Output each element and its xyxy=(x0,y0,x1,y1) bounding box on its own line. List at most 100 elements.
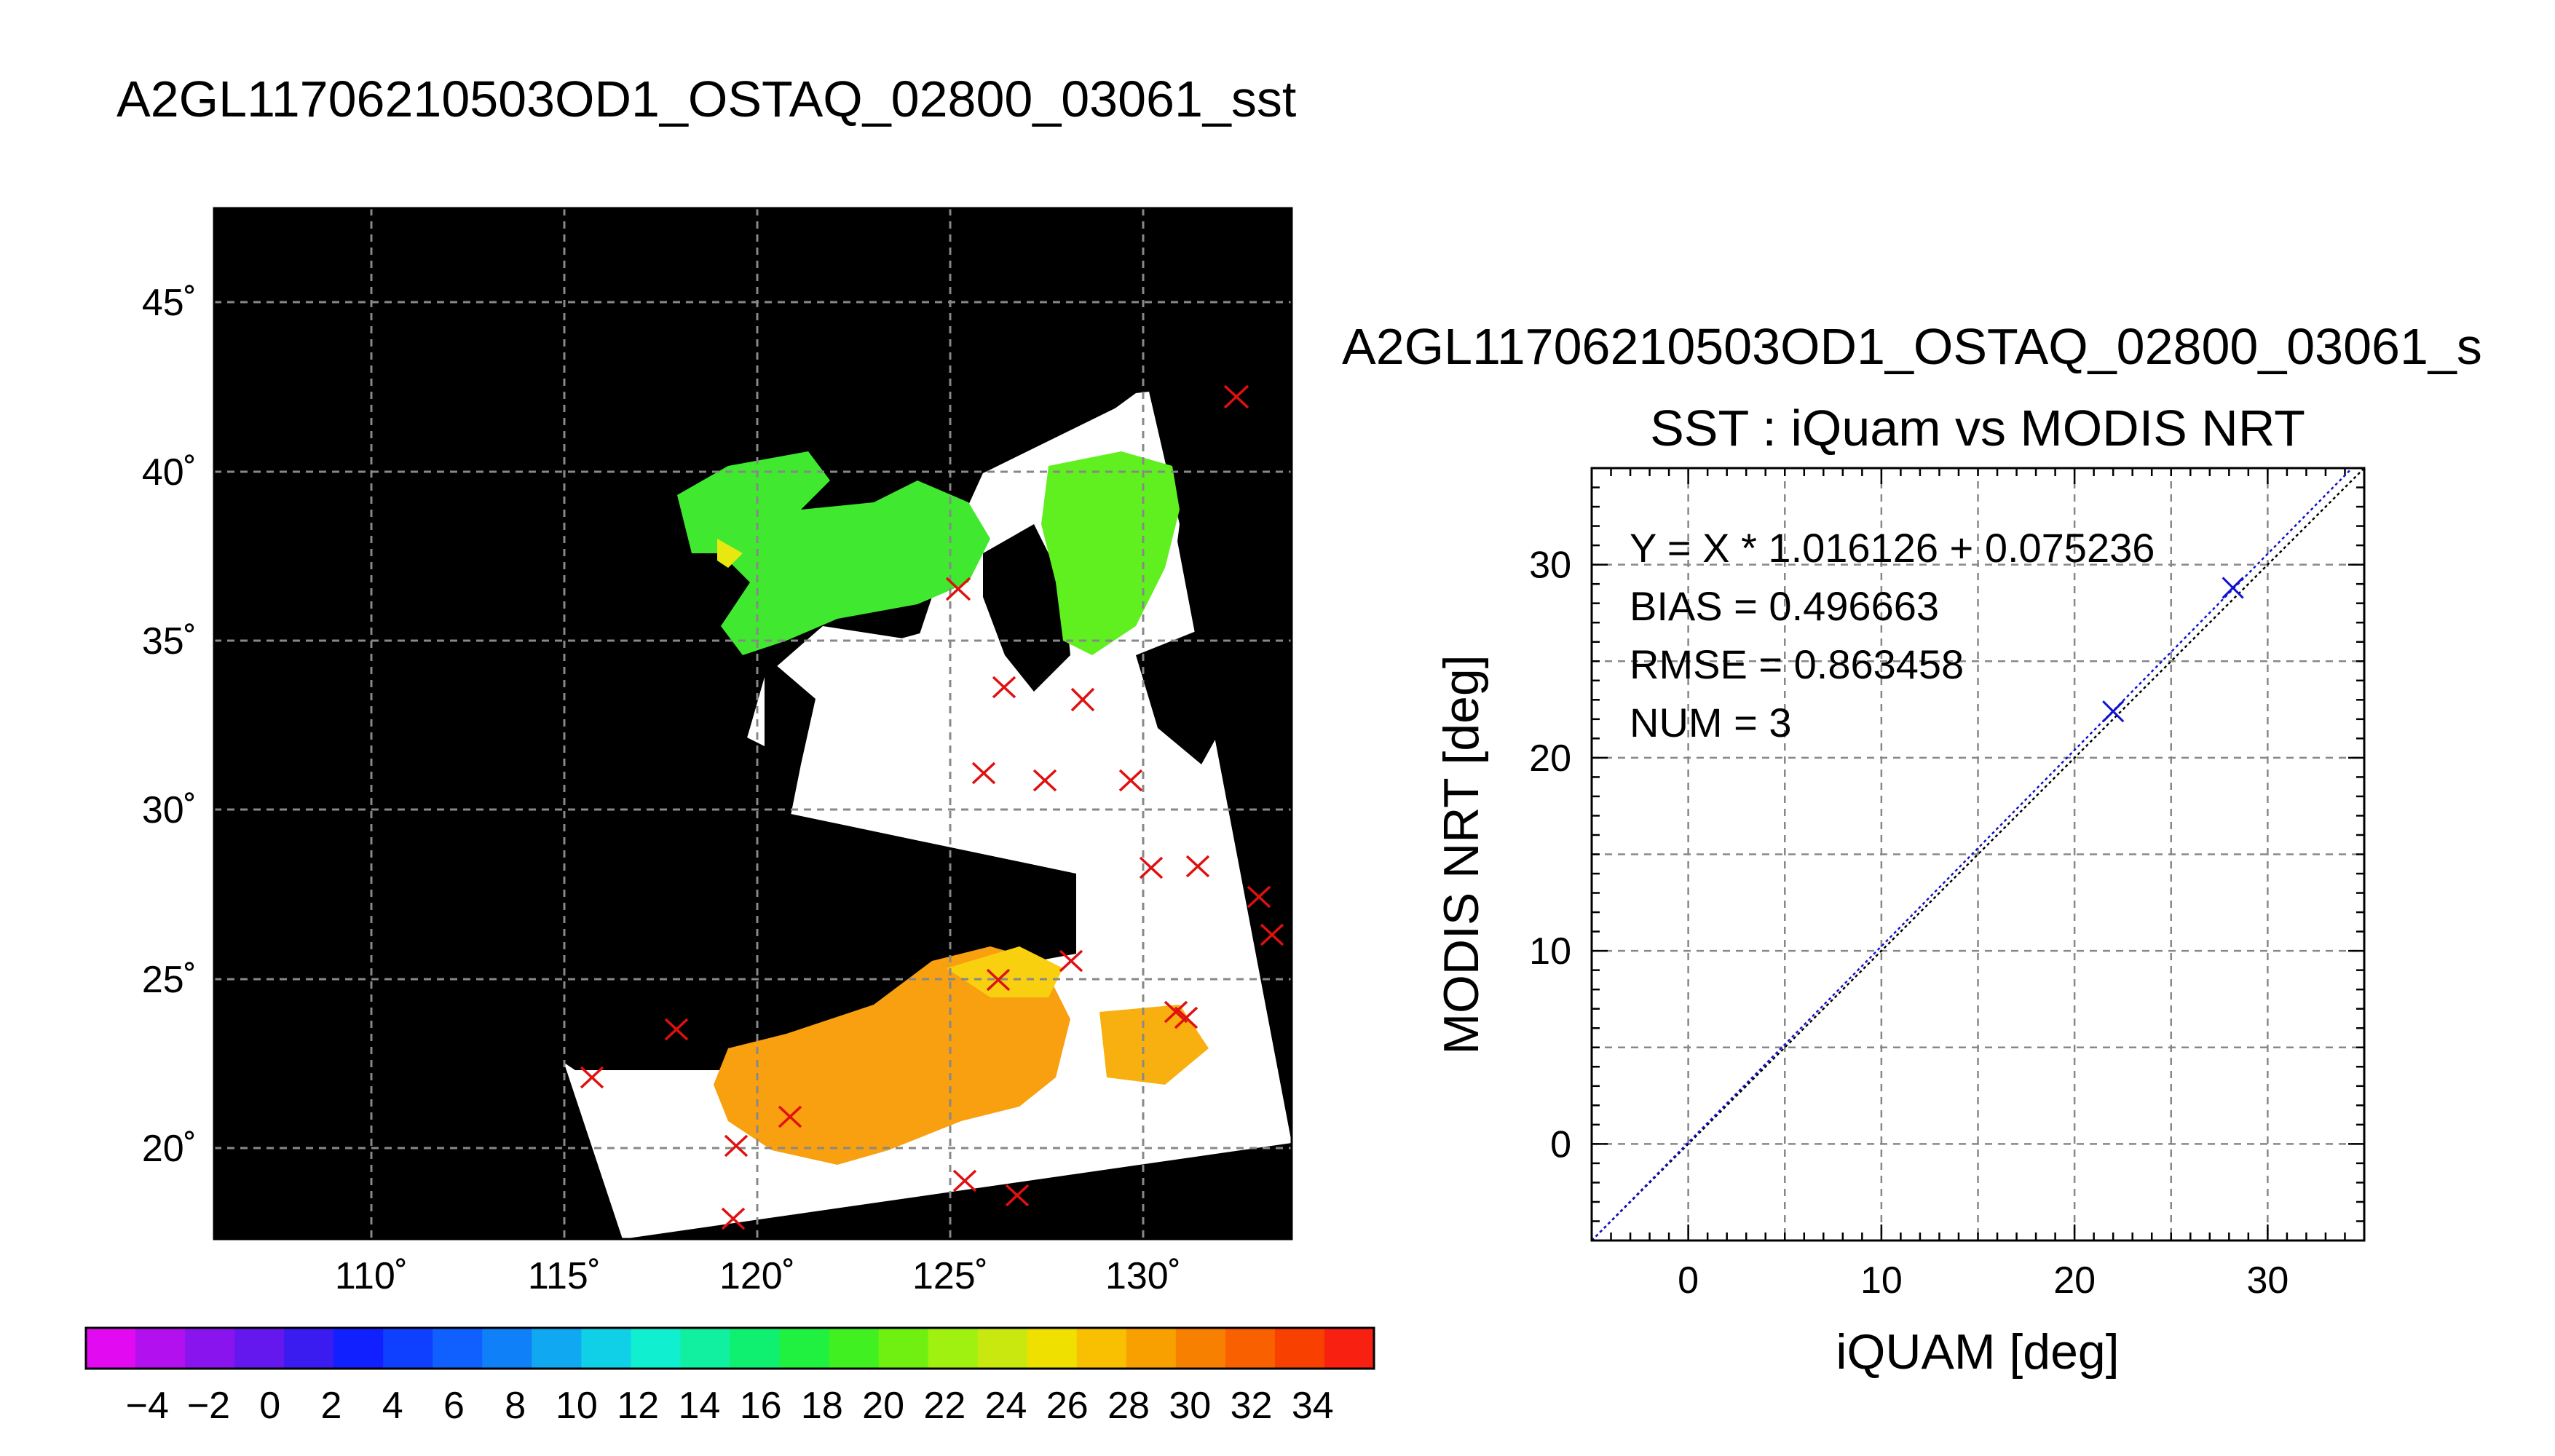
colorbar-tick-label: 30 xyxy=(1169,1385,1211,1427)
marker xyxy=(1139,856,1164,879)
colorbar-segment xyxy=(482,1328,532,1369)
colorbar-segment xyxy=(1274,1328,1325,1369)
sst-warm-band xyxy=(947,946,1063,997)
colorbar-tick-label: 18 xyxy=(801,1385,843,1427)
colorbar-segment xyxy=(433,1328,483,1369)
colorbar-segment xyxy=(532,1328,582,1369)
lon-tick: 110˚ xyxy=(335,1255,408,1297)
marker xyxy=(1059,949,1083,973)
colorbar-segment xyxy=(1126,1328,1177,1369)
colorbar-segment xyxy=(383,1328,433,1369)
colorbar-segment xyxy=(1324,1328,1375,1369)
colorbar-segment xyxy=(1175,1328,1226,1369)
marker xyxy=(945,577,971,601)
marker xyxy=(1005,1184,1030,1207)
lon-tick: 125˚ xyxy=(912,1255,988,1297)
scatter-plot xyxy=(1590,467,2366,1242)
lon-tick: 120˚ xyxy=(719,1255,795,1297)
marker xyxy=(1032,769,1057,792)
sst-warm-patch xyxy=(717,539,743,568)
scatter-gridlines xyxy=(1592,468,2364,1241)
scatter-lines xyxy=(1592,468,2364,1241)
korea-landmass xyxy=(983,524,1070,692)
x-tick-label: 10 xyxy=(1860,1259,1903,1302)
lat-tick: 30˚ xyxy=(142,789,197,831)
scatter-points xyxy=(2102,577,2244,723)
x-tick-label: 20 xyxy=(2053,1259,2096,1302)
sst-south-china-sea xyxy=(714,946,1070,1165)
marker xyxy=(1260,923,1284,946)
marker xyxy=(580,1066,604,1089)
colorbar-segment xyxy=(829,1328,880,1369)
colorbar-segment xyxy=(680,1328,730,1369)
colorbar-tick-label: 22 xyxy=(923,1385,965,1427)
marker xyxy=(664,1018,689,1041)
scatter-file-title: A2GL11706210503OD1_OSTAQ_02800_03061_s xyxy=(1342,318,2482,375)
insitu-markers xyxy=(580,384,1284,1230)
colorbar-tick-label: 32 xyxy=(1231,1385,1273,1427)
colorbar-tick-label: 10 xyxy=(556,1385,598,1427)
colorbar-segment xyxy=(333,1328,384,1369)
colorbar-tick-label: 0 xyxy=(259,1385,280,1427)
bias-stat: BIAS = 0.496663 xyxy=(1630,583,1939,629)
colorbar-tick-label: 12 xyxy=(617,1385,659,1427)
colorbar-tick-label: −4 xyxy=(126,1385,169,1427)
y-tick-label: 30 xyxy=(1529,545,1571,587)
colorbar-tick-label: 16 xyxy=(740,1385,782,1427)
map-lat-labels: 45˚ 40˚ 35˚ 30˚ 25˚ 20˚ xyxy=(142,282,197,1170)
marker xyxy=(971,761,996,785)
data-point xyxy=(2102,700,2125,723)
identity-line xyxy=(1592,468,2364,1241)
plot-frame xyxy=(1590,467,2366,1242)
marker xyxy=(724,1134,749,1158)
colorbar-tick-label: 24 xyxy=(985,1385,1027,1427)
map-gridlines xyxy=(214,208,1292,1239)
map-frame xyxy=(213,207,1293,1241)
marker xyxy=(1118,769,1143,792)
lat-tick: 45˚ xyxy=(142,282,197,324)
marker xyxy=(1070,687,1095,712)
colorbar-tick-label: 14 xyxy=(678,1385,720,1427)
x-tick-label: 0 xyxy=(1678,1259,1699,1302)
scatter-title: SST : iQuam vs MODIS NRT xyxy=(1650,400,2305,456)
marker xyxy=(1223,384,1249,409)
colorbar-segment xyxy=(581,1328,631,1369)
lat-tick: 25˚ xyxy=(142,959,197,1001)
sst-colorbar xyxy=(84,1326,1375,1370)
colorbar-segment xyxy=(928,1328,979,1369)
sst-east-sea xyxy=(1041,451,1180,655)
mainland-china xyxy=(214,208,947,1070)
colorbar-segment xyxy=(284,1328,334,1369)
sst-map xyxy=(213,207,1293,1241)
lat-tick: 20˚ xyxy=(142,1128,197,1170)
colorbar-segment xyxy=(185,1328,235,1369)
colorbar-tick-label: 34 xyxy=(1292,1385,1334,1427)
colorbar-tick-label: 8 xyxy=(505,1385,526,1427)
sst-east-patch xyxy=(1099,1005,1209,1085)
colorbar-tick-label: 4 xyxy=(382,1385,403,1427)
colorbar-tick-label: 26 xyxy=(1046,1385,1089,1427)
marker xyxy=(1247,885,1271,909)
colorbar-segment xyxy=(1027,1328,1078,1369)
marker xyxy=(1174,1006,1198,1029)
lon-tick: 115˚ xyxy=(528,1255,601,1297)
colorbar-segment xyxy=(631,1328,681,1369)
marker xyxy=(986,968,1011,992)
colorbar-tick-label: 20 xyxy=(862,1385,904,1427)
colorbar-segment xyxy=(779,1328,830,1369)
marker xyxy=(1185,855,1210,878)
marker xyxy=(721,1207,746,1230)
colorbar-segment xyxy=(1225,1328,1276,1369)
colorbar-tick-label: 28 xyxy=(1107,1385,1150,1427)
rmse-stat: RMSE = 0.863458 xyxy=(1630,641,1964,687)
y-tick-label: 10 xyxy=(1529,930,1571,973)
colorbar-segment xyxy=(730,1328,781,1369)
sst-yellow-sea xyxy=(677,451,990,655)
map-lon-labels: 110˚ 115˚ 120˚ 125˚ 130˚ xyxy=(335,1255,1181,1297)
data-point xyxy=(2222,577,2244,599)
num-stat: NUM = 3 xyxy=(1630,700,1792,745)
colorbar-tick-label: 6 xyxy=(443,1385,465,1427)
colorbar-segment xyxy=(1076,1328,1127,1369)
marker xyxy=(1164,1000,1188,1024)
